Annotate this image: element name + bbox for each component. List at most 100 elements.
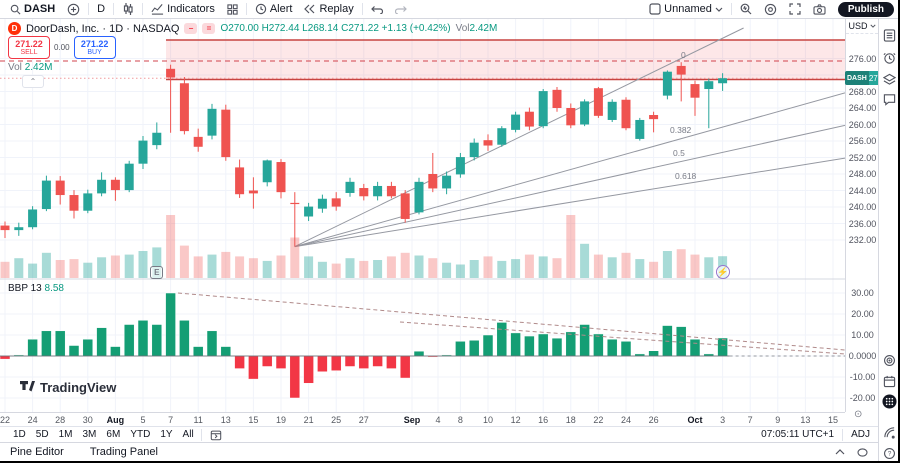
alert-button[interactable]: Alert: [249, 1, 299, 17]
doordash-logo: D: [8, 22, 21, 35]
hotlist-icon[interactable]: [881, 352, 897, 368]
volume-bar: [28, 263, 38, 278]
chart-type-button[interactable]: [116, 1, 140, 17]
symbol-legend[interactable]: D DoorDash, Inc. · 1D · NASDAQ − = O270.…: [8, 22, 497, 35]
broadcast-icon[interactable]: [881, 424, 897, 440]
fib-fan-line[interactable]: [294, 124, 845, 248]
price-tick: 240.00: [848, 202, 877, 212]
volume-bar: [41, 252, 51, 278]
redo-icon: [394, 5, 407, 14]
indicators-button[interactable]: Indicators: [145, 1, 221, 17]
range-button-ytd[interactable]: YTD: [130, 429, 151, 440]
adj-toggle[interactable]: ADJ: [851, 429, 870, 440]
layout-button[interactable]: Unnamed: [643, 1, 729, 17]
fib-fan-line[interactable]: [294, 92, 845, 248]
collapse-legend-button[interactable]: ⌃: [22, 75, 44, 88]
time-tick: 13: [220, 415, 231, 425]
chart-area[interactable]: 0 0.382 0.5 0.618 D DoorDash, Inc. · 1D · N…: [0, 19, 845, 412]
help-icon[interactable]: ?: [881, 445, 897, 461]
volume-bar: [97, 257, 107, 278]
candle-body: [580, 101, 590, 125]
time-tick: 7: [168, 415, 174, 425]
time-tick: 24: [27, 415, 38, 425]
bbp-bar: [606, 338, 618, 357]
candle-body: [28, 209, 38, 228]
price-axis[interactable]: USD 276.00 268.00 264.00 260.00 256.00 252.00…: [845, 19, 880, 420]
trade-widget: 271.22 SELL 0.00 271.22 BUY: [8, 36, 116, 59]
range-button-6m[interactable]: 6M: [106, 429, 121, 440]
indicator-templates-button[interactable]: [221, 1, 244, 17]
goto-calendar-icon: [210, 430, 221, 440]
tab-pine-editor[interactable]: Pine Editor: [10, 446, 64, 458]
range-button-all[interactable]: All: [182, 429, 194, 440]
calendar-icon[interactable]: [881, 373, 897, 389]
time-axis[interactable]: 22 24 28 30 Aug 5 7 11 13 15 19 21 25 27 Sep 4 8 10 12 16 18…: [0, 412, 845, 426]
symbol-title: DoorDash, Inc. · 1D · NASDAQ: [26, 22, 180, 35]
time-tick: 10: [482, 415, 494, 425]
candle-body: [262, 160, 272, 183]
bbp-legend[interactable]: BBP 13 8.58: [8, 283, 64, 294]
clock-readout[interactable]: 07:05:11 UTC+1: [761, 429, 835, 440]
bbp-bar: [137, 320, 149, 357]
market-status-badge[interactable]: =: [202, 23, 216, 34]
candle-body: [41, 180, 51, 210]
watchlist-icon[interactable]: [881, 27, 897, 43]
apps-grid-icon[interactable]: [881, 393, 897, 409]
publish-button[interactable]: Publish: [837, 1, 894, 17]
candle-body: [373, 185, 383, 197]
bbp-bar: [261, 355, 273, 367]
candle-body: [221, 109, 231, 158]
interval-button[interactable]: D: [97, 3, 106, 15]
range-button-1y[interactable]: 1Y: [160, 429, 173, 440]
currency-selector[interactable]: USD: [846, 19, 878, 34]
bbp-bar: [123, 324, 135, 357]
fib-fan-line[interactable]: [294, 27, 744, 248]
bbp-bar: [0, 355, 11, 360]
fullscreen-button[interactable]: [783, 1, 807, 17]
undo-button[interactable]: [365, 1, 389, 17]
range-button-5d[interactable]: 5D: [35, 429, 49, 440]
bbp-trendline[interactable]: [399, 321, 845, 355]
range-button-3m[interactable]: 3M: [82, 429, 97, 440]
settings-button[interactable]: [758, 1, 783, 17]
redo-button[interactable]: [389, 1, 413, 17]
volume-bar: [593, 254, 603, 278]
compare-button[interactable]: [61, 1, 86, 17]
time-tick: 13: [800, 415, 811, 425]
range-button-1m[interactable]: 1M: [58, 429, 73, 440]
supply-zone[interactable]: [166, 39, 845, 80]
snapshot-button[interactable]: [807, 1, 832, 17]
candle-body: [235, 167, 245, 195]
market-status-badge[interactable]: −: [184, 23, 198, 34]
toolbar-divider: [88, 3, 90, 15]
axis-settings-icon[interactable]: ⊙: [854, 409, 863, 420]
restore-panel-icon[interactable]: [857, 447, 868, 457]
earnings-badge[interactable]: E: [150, 266, 164, 279]
replay-button[interactable]: Replay: [298, 1, 359, 17]
candle-body: [483, 140, 493, 146]
volume-bar: [690, 254, 700, 278]
upcoming-earnings-badge[interactable]: ⚡: [715, 265, 730, 279]
volume-bar: [262, 260, 272, 278]
sell-button[interactable]: 271.22 SELL: [8, 36, 50, 59]
bbp-bar: [496, 322, 508, 357]
symbol-search-button[interactable]: DASH: [4, 1, 61, 17]
range-button-1d[interactable]: 1D: [13, 429, 26, 440]
volume-bar: [552, 258, 562, 278]
layers-icon[interactable]: [881, 71, 897, 87]
bottom-panel-bar: Pine Editor Trading Panel: [0, 442, 878, 461]
quick-search-button[interactable]: [734, 1, 758, 17]
tab-trading-panel[interactable]: Trading Panel: [89, 446, 158, 458]
buy-button[interactable]: 271.22 BUY: [73, 36, 116, 59]
goto-date-button[interactable]: [204, 427, 228, 443]
volume-bar: [55, 260, 65, 278]
chat-icon[interactable]: [881, 91, 897, 107]
volume-bar: [483, 256, 493, 278]
time-tick: Oct: [687, 415, 703, 425]
fib-fan-line[interactable]: [294, 157, 845, 248]
alerts-icon[interactable]: [881, 50, 897, 66]
time-tick: 22: [0, 415, 11, 425]
volume-legend[interactable]: Vol 2.42M: [8, 62, 53, 73]
expand-panel-icon[interactable]: [835, 449, 845, 455]
volume-bar: [124, 254, 134, 278]
